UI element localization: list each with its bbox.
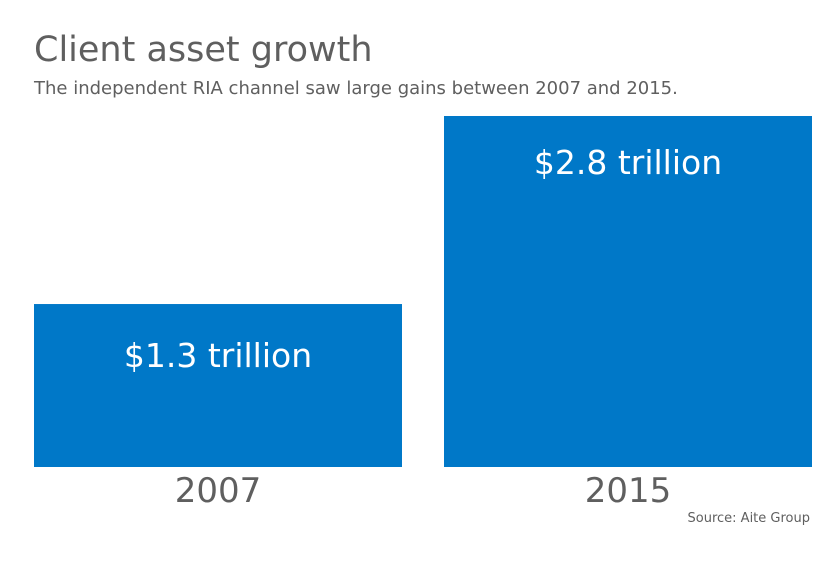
chart-subtitle: The independent RIA channel saw large ga… [34,78,678,99]
category-label-2015: 2015 [585,471,672,511]
value-label-2015: $2.8 trillion [534,143,722,182]
bar-2007 [34,304,402,467]
bar-2015 [444,116,812,467]
category-label-2007: 2007 [175,471,262,511]
chart-title: Client asset growth [34,30,373,70]
source-note: Source: Aite Group [687,511,810,526]
value-label-2007: $1.3 trillion [124,336,312,375]
